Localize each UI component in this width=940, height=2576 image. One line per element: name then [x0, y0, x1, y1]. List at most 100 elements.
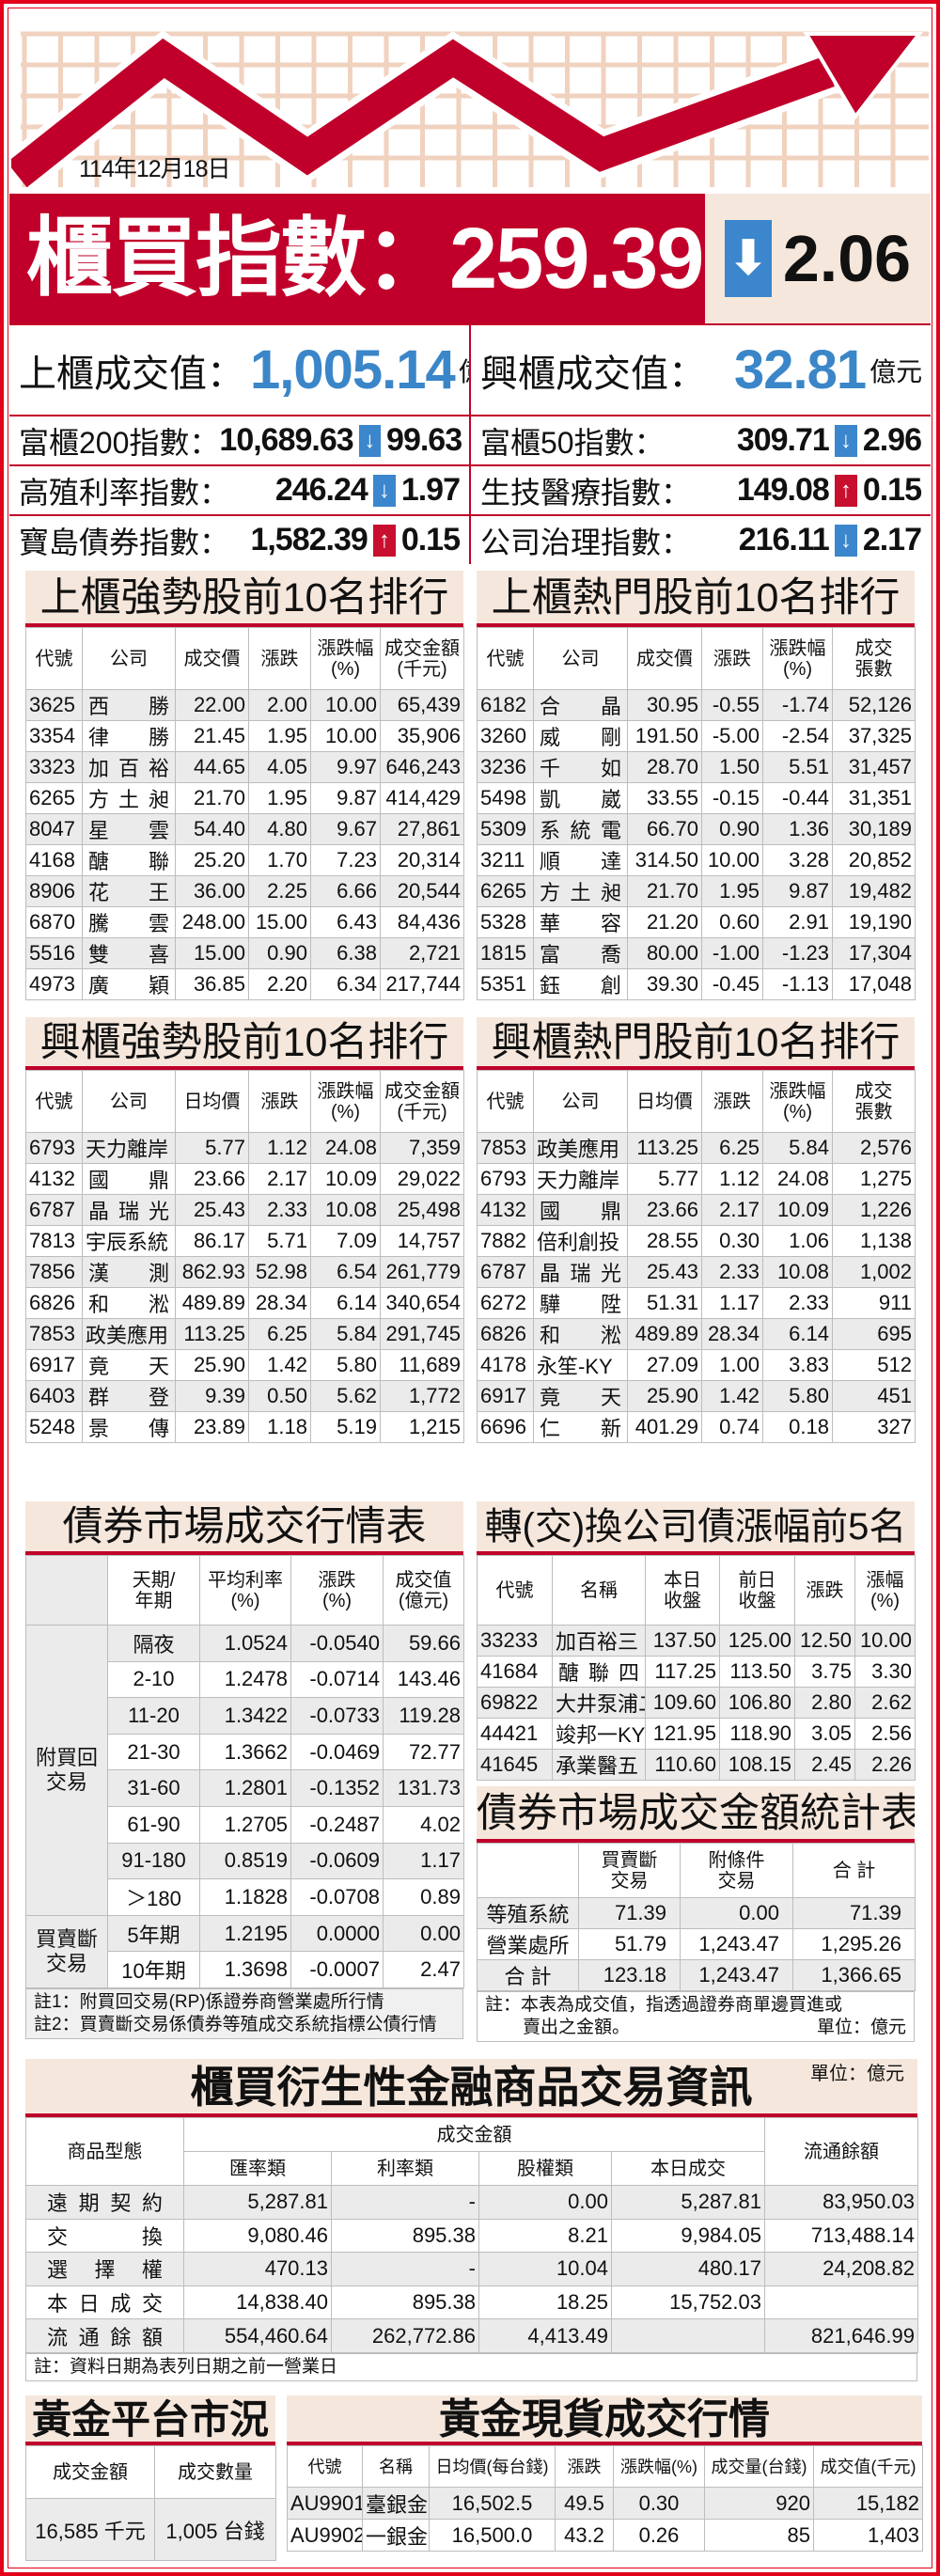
table-row: 6182 合晶 30.95 -0.55 -1.74 52,126 [477, 689, 916, 721]
column-header: 名稱 [362, 2445, 430, 2488]
code-cell: 4132 [25, 1163, 83, 1195]
value-cell: 121.95 [645, 1718, 720, 1750]
stat-unit: 億元 [459, 352, 469, 389]
value-cell: 1.95 [701, 875, 763, 907]
table-row: 4132 國鼎 23.66 2.17 10.09 1,226 [477, 1194, 916, 1226]
value-cell: 489.89 [175, 1287, 249, 1319]
otc-index-bar: 櫃買指數：259.39 ⬇ 2.06 [9, 194, 931, 323]
value-cell: 0.00 [680, 1897, 793, 1929]
stat-change: 99.63 [386, 422, 462, 458]
value-cell: 0.30 [613, 2487, 705, 2520]
table-row: ＞180 1.1828 -0.0708 0.89 [26, 1878, 464, 1916]
stat-value: 32.81 [734, 339, 867, 401]
table-row: 交換 9,080.46 895.38 8.21 9,984.05 713,488.14 [25, 2218, 918, 2254]
code-cell: 7856 [25, 1256, 83, 1288]
column-header: 漲跌幅(%) [613, 2445, 705, 2488]
value-cell: 10.08 [310, 1194, 381, 1226]
bond-amount-section: 債券市場成交金額統計表 買賣斷 交易 附條件 交易合 計等殖系統 71.39 0.00 71… [477, 1786, 916, 2042]
value-cell: 25.90 [627, 1380, 702, 1412]
value-cell: 36.85 [175, 968, 249, 1000]
value-cell: 0.8519 [199, 1842, 291, 1880]
name-cell: 群登 [82, 1380, 176, 1412]
value-cell: 7.23 [310, 844, 381, 876]
name-cell: 威剛 [533, 720, 628, 752]
row-label: 交換 [25, 2218, 184, 2254]
value-cell: 10.08 [762, 1256, 833, 1288]
value-cell: 911 [832, 1287, 916, 1319]
value-cell: 23.66 [627, 1194, 702, 1226]
value-cell: 25.43 [175, 1194, 249, 1226]
value-cell: 414,429 [380, 782, 464, 814]
value-cell: 臺銀金 [362, 2487, 430, 2520]
value-cell: 25.20 [175, 844, 249, 876]
value-cell: 14,838.40 [183, 2285, 332, 2320]
column-header: 合 計 [792, 1843, 916, 1898]
code-cell: 6793 [25, 1132, 83, 1164]
value-cell: -0.0469 [290, 1733, 384, 1771]
name-cell: 政美應用 [533, 1132, 628, 1164]
table-row: AU9901 臺銀金 16,502.5 49.5 0.30 920 15,182 [287, 2487, 923, 2520]
value-cell: 15,752.03 [611, 2285, 765, 2320]
column-header: 日均價 [627, 1070, 702, 1133]
value-cell: 1.42 [248, 1349, 311, 1381]
value-cell: 1,226 [832, 1194, 916, 1226]
code-cell: 8047 [25, 813, 83, 845]
value-cell: 2.33 [701, 1256, 763, 1288]
stat-change: 2.96 [862, 422, 922, 458]
value-cell: 6.38 [310, 937, 381, 969]
rising-chart-banner [11, 30, 929, 187]
stat-row: 寶島債券指數： 1,582.39 ↑ 0.15 公司治理指數： 216.11 ↓ 2.17 [9, 514, 931, 564]
value-cell: 1,403 [813, 2519, 923, 2552]
code-cell: 3625 [25, 689, 83, 721]
stat-value: 246.24 [274, 472, 368, 508]
gold-spot-section: 黃金現貨成交行情 代號 名稱 日均價(每台錢) 漲跌 漲跌幅(%) 成交量(台錢) 成交值(… [287, 2395, 923, 2552]
value-cell: 0.74 [701, 1411, 763, 1443]
name-cell: 凱崴 [533, 782, 628, 814]
code-cell: 5248 [25, 1411, 83, 1443]
value-cell: 1.17 [383, 1842, 464, 1880]
name-cell: 承業醫五 [552, 1749, 646, 1781]
name-cell: 和淞 [533, 1318, 628, 1350]
value-cell: 489.89 [627, 1318, 702, 1350]
index-label: 櫃買指數： [26, 211, 451, 306]
code-cell: 8906 [25, 875, 83, 907]
column-header: 代號 [477, 1070, 534, 1133]
header-row: 買賣斷 交易 附條件 交易合 計 [477, 1843, 916, 1898]
value-cell: 23.89 [175, 1411, 249, 1443]
value-cell: 0.00 [478, 2185, 612, 2220]
value-cell: 27,861 [380, 813, 464, 845]
table-row: 3323 加百裕 44.65 4.05 9.97 646,243 [25, 751, 464, 783]
value-cell: 1,215 [380, 1411, 464, 1443]
name-cell: 晶瑞光 [533, 1256, 628, 1288]
stat-label: 生技醫療指數： [480, 475, 692, 510]
code-cell: 3323 [25, 751, 83, 783]
value-cell: 1.3422 [199, 1697, 291, 1735]
table-row: 6265 方土昶 21.70 1.95 9.87 414,429 [25, 782, 464, 814]
stat-unit: 億元 [870, 356, 923, 386]
value-cell: 0.26 [613, 2519, 705, 2552]
stat-cell: 富櫃200指數： 10,689.63 ↓ 99.63 [9, 416, 471, 464]
table-row: 3211 順達 314.50 10.00 3.28 20,852 [477, 844, 916, 876]
section-title: 櫃買衍生性金融商品交易資訊 [190, 2063, 753, 2112]
value-cell: -0.2487 [290, 1805, 384, 1844]
column-header: 公司 [533, 627, 628, 690]
stat-value: 1,582.39 [250, 522, 368, 558]
value-cell: 3.83 [762, 1349, 833, 1381]
header-row: 代號 公司 成交價 漲跌 漲跌幅 (%) 成交金額 (千元) [25, 627, 464, 690]
column-header: 商品型態 [25, 2117, 184, 2186]
name-cell: 景傳 [82, 1411, 176, 1443]
stat-cell: 生技醫療指數： 149.08 ↑ 0.15 [471, 466, 931, 514]
name-cell: 鈺創 [533, 968, 628, 1000]
stat-row: 高殖利率指數： 246.24 ↓ 1.97 生技醫療指數： 149.08 ↑ 0.15 [9, 464, 931, 514]
stat-cell: 富櫃50指數： 309.71 ↓ 2.96 [471, 416, 931, 464]
value-cell: 9.87 [310, 782, 381, 814]
header-row: 代號 公司 成交價 漲跌 漲跌幅 (%) 成交 張數 [477, 627, 916, 690]
value-cell: 33.55 [627, 782, 702, 814]
code-cell: 41684 [477, 1656, 553, 1688]
table-row: 10年期 1.3698 -0.0007 2.47 [26, 1951, 464, 1988]
value-cell: 59.66 [383, 1625, 464, 1662]
column-header: 漲跌 [248, 627, 311, 690]
value-cell: 17,304 [832, 937, 916, 969]
header-row: 代號 公司 日均價 漲跌 漲跌幅 (%) 成交 張數 [477, 1070, 916, 1133]
